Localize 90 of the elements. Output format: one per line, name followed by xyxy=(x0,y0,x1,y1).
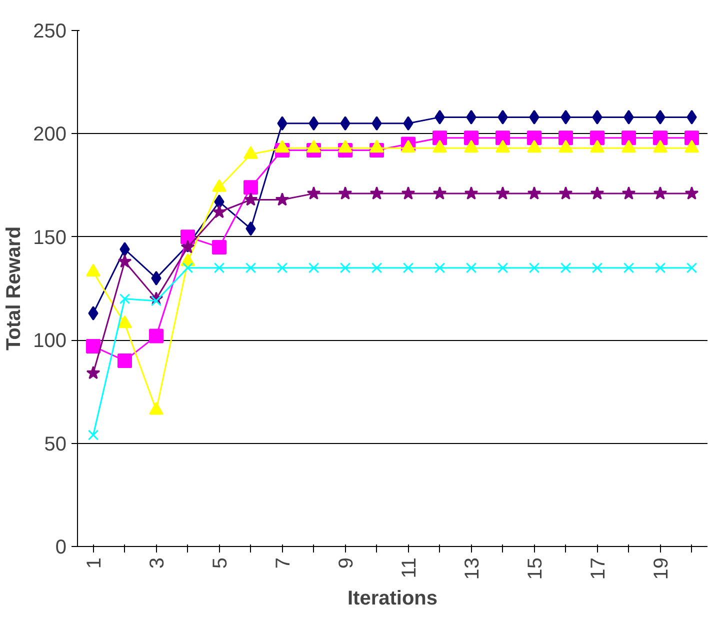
point xyxy=(560,262,572,274)
y-tick-label: 150 xyxy=(33,226,67,249)
point xyxy=(180,230,195,244)
point xyxy=(246,221,256,236)
y-tick-label: 100 xyxy=(33,330,67,352)
x-tick-label: 11 xyxy=(398,557,420,578)
x-tick-label: 19 xyxy=(650,557,672,580)
x-tick-label: 13 xyxy=(461,557,484,580)
point xyxy=(434,110,445,124)
point xyxy=(654,262,666,274)
y-tick-label: 0 xyxy=(55,536,66,558)
point xyxy=(371,262,382,274)
point xyxy=(496,130,510,146)
point xyxy=(119,293,130,304)
point xyxy=(372,116,382,131)
point xyxy=(432,186,447,200)
point xyxy=(592,262,603,274)
point xyxy=(497,262,508,274)
point xyxy=(88,430,99,440)
point xyxy=(150,296,162,306)
point xyxy=(466,262,477,274)
point xyxy=(308,262,320,274)
point xyxy=(686,262,698,274)
point xyxy=(403,116,414,131)
point xyxy=(244,180,258,195)
point xyxy=(653,186,668,200)
point xyxy=(86,339,100,354)
x-tick-label: 17 xyxy=(587,557,610,580)
point xyxy=(306,186,321,200)
point xyxy=(118,254,132,268)
point xyxy=(182,262,194,274)
point xyxy=(527,130,542,146)
point xyxy=(558,130,573,146)
y-axis-title: Total Reward xyxy=(3,226,26,351)
x-tick-label: 7 xyxy=(272,558,294,569)
y-tick-label: 200 xyxy=(33,124,67,146)
point xyxy=(623,262,634,274)
point xyxy=(120,242,130,257)
point xyxy=(528,262,540,274)
point xyxy=(402,262,414,274)
point xyxy=(340,262,351,274)
x-axis-title: Iterations xyxy=(347,588,438,610)
point xyxy=(684,130,699,146)
y-tick-label: 50 xyxy=(44,433,67,456)
point xyxy=(338,186,352,200)
point xyxy=(432,130,447,146)
point xyxy=(212,240,226,254)
point xyxy=(149,328,164,344)
point xyxy=(245,262,256,274)
point xyxy=(560,110,571,124)
x-tick-label: 5 xyxy=(209,558,232,569)
point xyxy=(212,204,226,218)
point xyxy=(529,110,540,124)
point xyxy=(624,110,634,124)
point xyxy=(214,194,224,210)
point xyxy=(498,110,508,124)
point xyxy=(527,186,542,200)
point xyxy=(496,186,510,200)
point xyxy=(88,306,98,321)
y-tick-label: 250 xyxy=(33,20,67,42)
point xyxy=(370,186,384,200)
point xyxy=(466,110,476,124)
point xyxy=(277,116,288,131)
point xyxy=(592,110,602,124)
point xyxy=(401,186,416,200)
point xyxy=(590,130,604,146)
point xyxy=(558,186,573,200)
point xyxy=(686,110,697,124)
point xyxy=(340,116,350,131)
point xyxy=(308,116,319,131)
point xyxy=(214,262,225,274)
point xyxy=(622,130,636,146)
point xyxy=(244,192,258,206)
point xyxy=(86,366,100,380)
x-tick-label: 1 xyxy=(83,558,106,569)
point xyxy=(590,186,604,200)
x-tick-label: 3 xyxy=(146,558,168,569)
point xyxy=(653,130,668,146)
point xyxy=(118,353,132,368)
point xyxy=(622,186,636,200)
point xyxy=(684,186,699,200)
point xyxy=(464,186,478,200)
point xyxy=(275,192,290,206)
x-tick-label: 15 xyxy=(524,557,546,580)
point xyxy=(655,110,666,124)
point xyxy=(276,262,288,274)
point xyxy=(151,270,162,286)
x-tick-label: 9 xyxy=(335,558,358,569)
point xyxy=(464,130,478,146)
point xyxy=(434,262,446,274)
